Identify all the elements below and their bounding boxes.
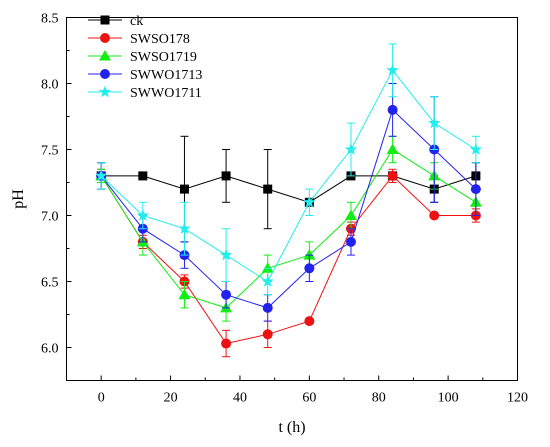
data-point	[262, 302, 273, 313]
x-tick-label: 20	[164, 391, 178, 406]
x-tick-label: 100	[438, 391, 459, 406]
data-point	[221, 338, 232, 349]
plot-frame	[66, 17, 518, 381]
data-point	[303, 195, 316, 208]
x-tick-label: 0	[98, 391, 105, 406]
x-tick-label: 60	[302, 391, 316, 406]
y-tick-label: 8.5	[41, 12, 59, 27]
y-tick-label: 8.0	[41, 78, 59, 93]
y-tick-label: 7.5	[41, 144, 59, 159]
y-tick-label: 7.0	[41, 210, 59, 225]
series-layer	[95, 43, 483, 358]
series-SWSO178	[96, 168, 481, 358]
legend-item: SWSO1719	[88, 50, 197, 65]
legend-label: SWWO1713	[130, 68, 202, 83]
data-point	[387, 170, 398, 181]
data-point	[262, 329, 273, 340]
data-point	[386, 63, 399, 76]
legend-marker	[100, 69, 110, 79]
data-point	[344, 143, 358, 155]
data-point	[95, 169, 108, 182]
series-ck	[96, 135, 481, 243]
data-point	[387, 104, 398, 115]
series-line	[100, 108, 477, 309]
y-tick-label: 6.5	[41, 276, 59, 291]
legend-marker	[100, 15, 110, 25]
data-point	[386, 143, 399, 154]
series-SWSO1719	[95, 135, 482, 322]
x-tick-label: 80	[372, 391, 386, 406]
data-point	[470, 184, 481, 195]
legend-item: SWWO1711	[88, 85, 202, 101]
data-point	[221, 289, 232, 300]
data-point	[179, 184, 189, 194]
x-axis: 0 20 40 60 80 100 120	[66, 375, 528, 406]
y-axis-title: pH	[10, 189, 27, 209]
data-point	[469, 143, 483, 155]
series-SWWO1713	[96, 83, 481, 322]
data-point	[344, 209, 357, 220]
x-tick-label: 120	[507, 391, 528, 406]
series-line	[101, 175, 477, 203]
data-point	[261, 275, 274, 287]
legend-marker	[100, 33, 110, 43]
data-point	[138, 171, 148, 181]
data-point	[304, 263, 315, 274]
legend-label: ck	[130, 14, 143, 29]
legend-marker	[99, 50, 111, 61]
data-point	[263, 184, 273, 194]
legend-label: SWSO1719	[130, 50, 197, 65]
data-point	[428, 116, 441, 129]
data-point	[304, 316, 315, 327]
legend-item: ck	[88, 14, 143, 29]
data-point	[345, 236, 356, 247]
y-tick-label: 6.0	[41, 342, 59, 357]
data-point	[219, 248, 233, 261]
y-axis: 6.0 6.5 7.0 7.5 8.0 8.5	[41, 12, 72, 381]
series-line	[100, 175, 476, 345]
legend-item: SWSO178	[88, 32, 190, 47]
series-SWWO1711	[95, 43, 483, 296]
data-point	[303, 249, 316, 260]
data-point	[429, 210, 440, 221]
data-point	[178, 222, 191, 234]
data-point	[261, 262, 274, 273]
data-point	[178, 288, 191, 300]
data-point	[136, 209, 149, 221]
legend-label: SWSO178	[130, 32, 190, 47]
legend: ck SWSO178 SWSO1719 SWWO1713 SWWO1711	[88, 14, 202, 101]
series-line	[100, 69, 477, 283]
x-tick-label: 40	[233, 391, 247, 406]
data-point	[221, 171, 231, 181]
legend-label: SWWO1711	[130, 86, 202, 101]
legend-item: SWWO1713	[88, 68, 202, 83]
x-axis-title: t (h)	[278, 419, 305, 436]
series-line	[100, 148, 477, 309]
legend-marker	[98, 85, 112, 98]
